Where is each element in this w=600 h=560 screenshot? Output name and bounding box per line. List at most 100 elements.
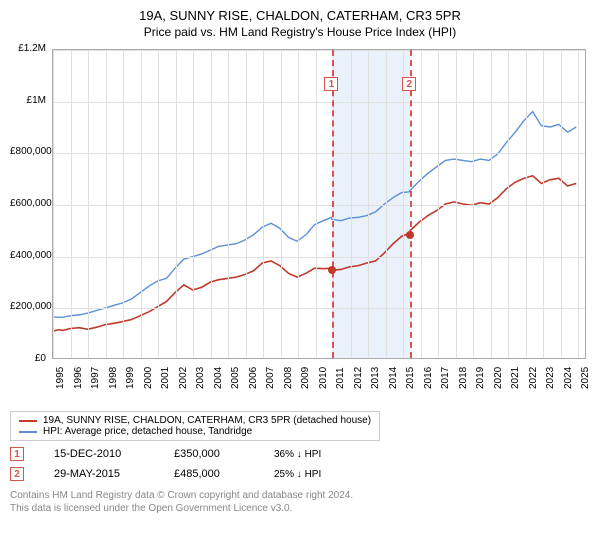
x-axis-label: 2025 [580,367,591,389]
legend-swatch-hpi [19,431,37,433]
x-axis-label: 1996 [73,367,84,389]
x-axis-label: 2012 [353,367,364,389]
x-axis-label: 2021 [510,367,521,389]
x-axis-label: 2011 [335,367,346,389]
x-axis-label: 2022 [528,367,539,389]
grid-v [316,50,317,358]
grid-v [246,50,247,358]
x-axis-label: 2004 [213,367,224,389]
grid-h [53,50,585,51]
grid-v [228,50,229,358]
chart-lines [53,50,585,358]
x-axis-label: 2017 [440,367,451,389]
x-axis-label: 1999 [125,367,136,389]
grid-v [473,50,474,358]
x-axis-label: 2005 [230,367,241,389]
grid-h [53,308,585,309]
grid-v [141,50,142,358]
grid-v [543,50,544,358]
x-axis-label: 2001 [160,367,171,389]
x-axis-label: 2006 [248,367,259,389]
chart-subtitle: Price paid vs. HM Land Registry's House … [10,25,590,39]
x-axis-label: 2013 [370,367,381,389]
grid-v [176,50,177,358]
sales-table: 1 15-DEC-2010 £350,000 36% ↓ HPI 2 29-MA… [10,447,590,481]
grid-v [508,50,509,358]
grid-v [106,50,107,358]
grid-v [491,50,492,358]
grid-v [158,50,159,358]
sale-marker-1: 1 [10,447,24,461]
grid-v [561,50,562,358]
sale-marker-2: 2 [10,467,24,481]
grid-v [438,50,439,358]
grid-v [71,50,72,358]
grid-v [298,50,299,358]
x-axis-label: 1998 [108,367,119,389]
event-dot [328,266,336,274]
series-hpi [53,112,576,318]
x-axis-label: 2002 [178,367,189,389]
x-axis-label: 2020 [493,367,504,389]
x-axis-label: 2016 [423,367,434,389]
legend: 19A, SUNNY RISE, CHALDON, CATERHAM, CR3 … [10,405,590,441]
grid-v [123,50,124,358]
y-axis-label: £600,000 [10,198,46,209]
grid-v [456,50,457,358]
grid-v [403,50,404,358]
x-axis-label: 2009 [300,367,311,389]
grid-v [526,50,527,358]
event-dot [406,231,414,239]
grid-v [386,50,387,358]
grid-h [53,257,585,258]
legend-row-property: 19A, SUNNY RISE, CHALDON, CATERHAM, CR3 … [19,415,371,426]
sale-price-2: £485,000 [174,468,244,480]
grid-h [53,153,585,154]
sale-row-2: 2 29-MAY-2015 £485,000 25% ↓ HPI [10,467,590,481]
chart-title: 19A, SUNNY RISE, CHALDON, CATERHAM, CR3 … [10,8,590,23]
legend-label-hpi: HPI: Average price, detached house, Tand… [43,426,252,437]
y-axis-label: £400,000 [10,250,46,261]
grid-v [263,50,264,358]
x-axis-label: 2010 [318,367,329,389]
legend-label-property: 19A, SUNNY RISE, CHALDON, CATERHAM, CR3 … [43,415,371,426]
legend-swatch-property [19,420,37,422]
sale-price-1: £350,000 [174,448,244,460]
sale-delta-2: 25% ↓ HPI [274,469,321,480]
x-axis-label: 2000 [143,367,154,389]
event-marker-box: 1 [324,77,338,91]
grid-v [193,50,194,358]
plot-box [52,49,586,359]
footnote-line-2: This data is licensed under the Open Gov… [10,502,590,515]
x-axis-label: 2024 [563,367,574,389]
y-axis-label: £0 [10,353,46,364]
sale-date-1: 15-DEC-2010 [54,448,144,460]
grid-v [421,50,422,358]
x-axis-label: 2019 [475,367,486,389]
grid-v [351,50,352,358]
x-axis-label: 1997 [90,367,101,389]
x-axis-label: 2003 [195,367,206,389]
grid-v [211,50,212,358]
sale-delta-1: 36% ↓ HPI [274,449,321,460]
footnote: Contains HM Land Registry data © Crown c… [10,489,590,515]
sale-date-2: 29-MAY-2015 [54,468,144,480]
x-axis-label: 1995 [55,367,66,389]
event-vline [332,50,334,358]
x-axis-label: 2014 [388,367,399,389]
event-marker-box: 2 [402,77,416,91]
grid-v [578,50,579,358]
x-axis-label: 2015 [405,367,416,389]
x-axis-label: 2023 [545,367,556,389]
sale-row-1: 1 15-DEC-2010 £350,000 36% ↓ HPI [10,447,590,461]
grid-h [53,205,585,206]
x-axis-label: 2008 [283,367,294,389]
x-axis-label: 2018 [458,367,469,389]
legend-row-hpi: HPI: Average price, detached house, Tand… [19,426,371,437]
y-axis-label: £800,000 [10,146,46,157]
grid-v [88,50,89,358]
y-axis-label: £200,000 [10,301,46,312]
x-axis-label: 2007 [265,367,276,389]
y-axis-label: £1M [10,95,46,106]
y-axis-label: £1.2M [10,43,46,54]
